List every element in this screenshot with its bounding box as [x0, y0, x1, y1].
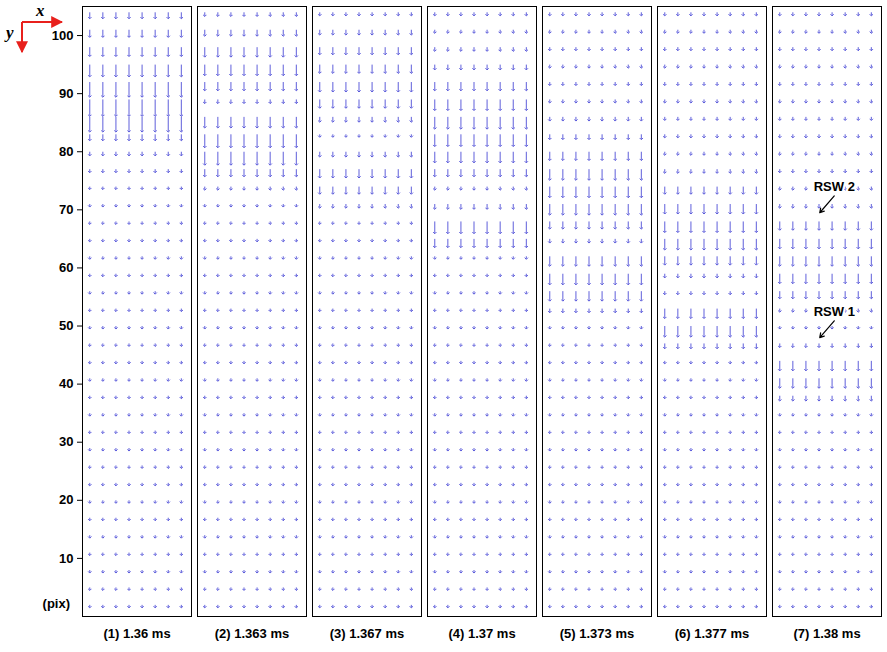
svg-text:80: 80: [59, 144, 73, 159]
svg-text:y: y: [4, 23, 14, 42]
svg-text:70: 70: [59, 202, 73, 217]
svg-text:20: 20: [59, 492, 73, 507]
svg-text:(1) 1.36 ms: (1) 1.36 ms: [103, 626, 170, 641]
svg-text:RSW 2: RSW 2: [814, 179, 855, 194]
svg-text:100: 100: [52, 28, 74, 43]
svg-text:60: 60: [59, 260, 73, 275]
svg-text:(7) 1.38 ms: (7) 1.38 ms: [793, 626, 860, 641]
svg-text:40: 40: [59, 376, 73, 391]
svg-text:x: x: [35, 1, 45, 20]
svg-text:(5) 1.373 ms: (5) 1.373 ms: [560, 626, 634, 641]
svg-text:(2) 1.363 ms: (2) 1.363 ms: [215, 626, 289, 641]
svg-text:(pix): (pix): [43, 596, 70, 611]
svg-text:(3) 1.367 ms: (3) 1.367 ms: [330, 626, 404, 641]
svg-text:RSW 1: RSW 1: [814, 304, 855, 319]
svg-text:(4) 1.37 ms: (4) 1.37 ms: [448, 626, 515, 641]
svg-text:50: 50: [59, 318, 73, 333]
svg-text:(6) 1.377 ms: (6) 1.377 ms: [675, 626, 749, 641]
svg-text:10: 10: [59, 551, 73, 566]
svg-text:90: 90: [59, 86, 73, 101]
svg-text:30: 30: [59, 434, 73, 449]
